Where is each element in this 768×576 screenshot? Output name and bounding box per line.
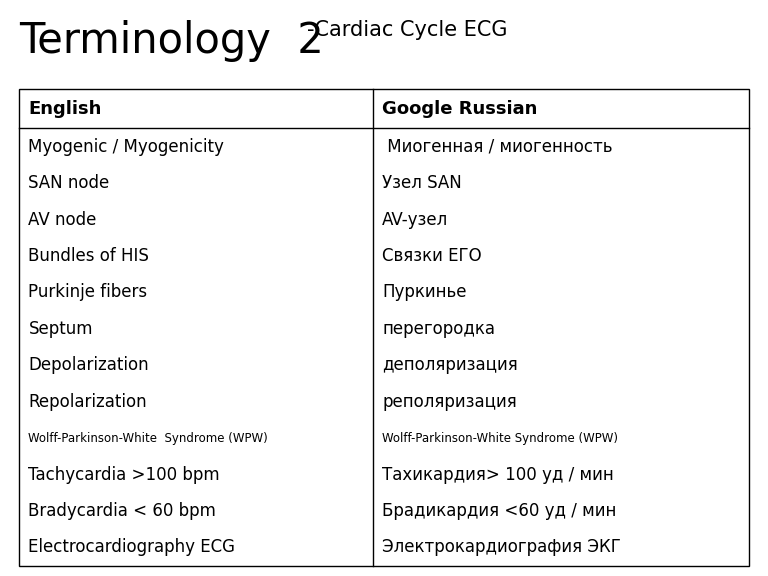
Text: деполяризация: деполяризация [382,356,518,374]
Text: AV node: AV node [28,211,97,229]
Text: Брадикардия <60 уд / мин: Брадикардия <60 уд / мин [382,502,617,520]
Text: Тахикардия> 100 уд / мин: Тахикардия> 100 уд / мин [382,465,614,484]
Text: Wolff-Parkinson-White  Syndrome (WPW): Wolff-Parkinson-White Syndrome (WPW) [28,431,268,445]
Text: Узел SAN: Узел SAN [382,174,462,192]
Text: Wolff-Parkinson-White Syndrome (WPW): Wolff-Parkinson-White Syndrome (WPW) [382,431,618,445]
Text: Repolarization: Repolarization [28,393,147,411]
Text: реполяризация: реполяризация [382,393,517,411]
Text: Пуркинье: Пуркинье [382,283,467,301]
Text: Tachycardia >100 bpm: Tachycardia >100 bpm [28,465,220,484]
Text: Bundles of HIS: Bundles of HIS [28,247,149,265]
Text: SAN node: SAN node [28,174,110,192]
Text: Электрокардиография ЭКГ: Электрокардиография ЭКГ [382,539,621,556]
Text: -Cardiac Cycle ECG: -Cardiac Cycle ECG [307,20,508,40]
Text: Myogenic / Myogenicity: Myogenic / Myogenicity [28,138,224,156]
Text: AV-узел: AV-узел [382,211,449,229]
Text: Связки ЕГО: Связки ЕГО [382,247,482,265]
Text: перегородка: перегородка [382,320,495,338]
Text: Septum: Septum [28,320,93,338]
Text: Purkinje fibers: Purkinje fibers [28,283,147,301]
Text: Google Russian: Google Russian [382,100,538,118]
Text: Depolarization: Depolarization [28,356,149,374]
Text: Миогенная / миогенность: Миогенная / миогенность [382,138,613,156]
Text: Terminology  2: Terminology 2 [19,20,324,62]
Text: Electrocardiography ECG: Electrocardiography ECG [28,539,236,556]
Text: English: English [28,100,102,118]
Text: Bradycardia < 60 bpm: Bradycardia < 60 bpm [28,502,217,520]
